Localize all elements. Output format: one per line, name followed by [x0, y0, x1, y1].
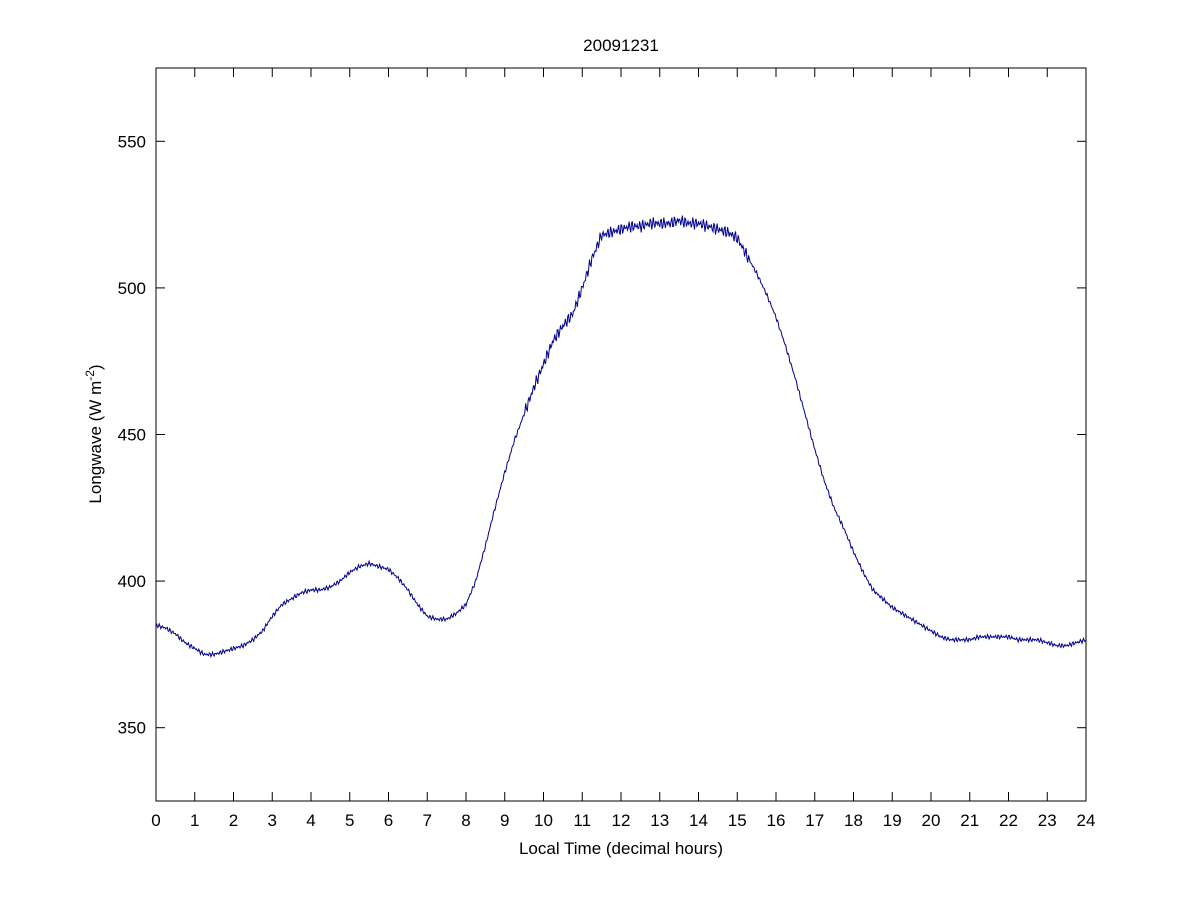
x-tick-label: 7 [423, 811, 432, 830]
y-tick-label: 500 [118, 279, 146, 298]
x-tick-label: 9 [500, 811, 509, 830]
longwave-series-line [155, 215, 1087, 659]
x-tick-label: 6 [384, 811, 393, 830]
y-axis-ticks: 350 400 450 500 550 [118, 132, 1086, 738]
x-tick-label: 12 [612, 811, 631, 830]
chart-title: 20091231 [583, 36, 659, 55]
y-tick-label: 350 [118, 719, 146, 738]
x-tick-label: 19 [883, 811, 902, 830]
plot-area [155, 67, 1087, 802]
x-axis-label: Local Time (decimal hours) [519, 839, 723, 858]
y-tick-label: 400 [118, 572, 146, 591]
x-tick-label: 24 [1077, 811, 1096, 830]
x-axis-ticks: 0 1 2 3 4 5 6 7 8 9 10 11 12 13 14 15 16 17 18 19 20 21 22 23 24 [151, 68, 1095, 830]
x-tick-label: 17 [805, 811, 824, 830]
x-tick-label: 13 [650, 811, 669, 830]
y-axis-label: Longwave (W m-2) [83, 364, 105, 503]
x-tick-label: 14 [689, 811, 708, 830]
x-tick-label: 21 [960, 811, 979, 830]
x-tick-label: 1 [190, 811, 199, 830]
y-axis-label-main: Longwave (W m [86, 381, 105, 504]
x-tick-label: 0 [151, 811, 160, 830]
x-tick-label: 20 [922, 811, 941, 830]
x-tick-label: 8 [461, 811, 470, 830]
x-tick-label: 3 [268, 811, 277, 830]
x-tick-label: 4 [306, 811, 315, 830]
x-tick-label: 2 [229, 811, 238, 830]
x-tick-label: 15 [728, 811, 747, 830]
y-axis-label-close: ) [86, 364, 105, 370]
x-tick-label: 5 [345, 811, 354, 830]
x-tick-label: 16 [767, 811, 786, 830]
x-tick-label: 18 [844, 811, 863, 830]
x-tick-label: 23 [1038, 811, 1057, 830]
x-tick-label: 11 [573, 811, 591, 830]
y-tick-label: 450 [118, 426, 146, 445]
x-tick-label: 22 [999, 811, 1018, 830]
y-tick-label: 550 [118, 132, 146, 151]
x-tick-label: 10 [534, 811, 553, 830]
y-axis-label-exponent: -2 [83, 370, 97, 381]
